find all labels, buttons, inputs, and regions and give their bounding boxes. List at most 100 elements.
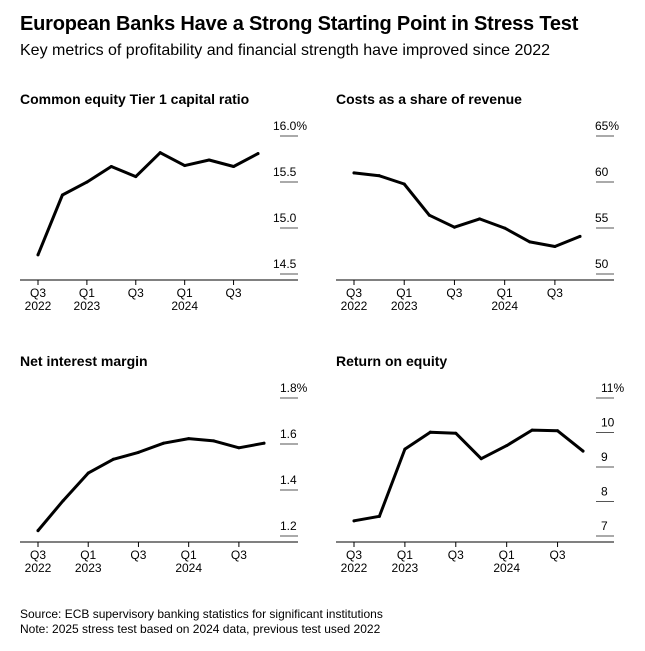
x-tick-year-label: 2023: [392, 561, 419, 575]
data-point: [503, 226, 507, 230]
data-point: [111, 457, 115, 461]
x-tick-label: Q3: [346, 286, 362, 300]
panel-title-roe: Return on equity: [336, 353, 448, 369]
x-tick-label: Q3: [30, 286, 46, 300]
y-tick-label: 10: [601, 416, 615, 430]
data-point: [183, 164, 187, 168]
x-tick-label: Q3: [448, 548, 464, 562]
y-tick-label: 1.4: [280, 473, 297, 487]
data-point: [478, 217, 482, 221]
y-tick-label: 8: [601, 485, 608, 499]
data-point: [158, 151, 162, 155]
data-point: [162, 441, 166, 445]
x-tick-label: Q1: [396, 286, 412, 300]
data-point: [479, 457, 483, 461]
data-point: [262, 441, 266, 445]
data-point: [85, 180, 89, 184]
y-tick-label: 55: [595, 211, 609, 225]
x-tick-label: Q1: [499, 548, 515, 562]
footnotes: Source: ECB supervisory banking statisti…: [20, 607, 383, 637]
x-tick-year-label: 2024: [171, 299, 198, 313]
panel-title-nim: Net interest margin: [20, 353, 148, 369]
data-point: [428, 430, 432, 434]
y-tick-label: 1.6: [280, 427, 297, 441]
x-tick-label: Q3: [231, 548, 247, 562]
x-tick-label: Q3: [550, 548, 566, 562]
x-tick-label: Q3: [30, 548, 46, 562]
x-tick-label: Q1: [79, 286, 95, 300]
data-point: [187, 437, 191, 441]
y-tick-label: 15.5: [273, 165, 297, 179]
x-tick-label: Q1: [497, 286, 513, 300]
data-point: [377, 174, 381, 178]
data-point: [61, 499, 65, 503]
y-tick-label: 15.0: [273, 211, 297, 225]
y-tick-label: 1.2: [280, 519, 297, 533]
y-tick-label: 7: [601, 519, 608, 533]
data-point: [36, 253, 40, 257]
data-point: [134, 175, 138, 179]
x-tick-year-label: 2023: [391, 299, 418, 313]
data-point: [352, 519, 356, 523]
series-line: [36, 437, 266, 533]
data-point: [109, 164, 113, 168]
chart-title: European Banks Have a Strong Starting Po…: [20, 13, 579, 35]
series-line: [352, 428, 585, 523]
y-tick-label: 1.8%: [280, 381, 308, 395]
y-tick-label: 14.5: [273, 257, 297, 271]
data-point: [581, 449, 585, 453]
series-line: [36, 151, 260, 257]
data-point: [427, 213, 431, 217]
x-tick-label: Q3: [130, 548, 146, 562]
y-tick-label: 50: [595, 257, 609, 271]
x-tick-label: Q1: [397, 548, 413, 562]
data-point: [403, 447, 407, 451]
data-point: [377, 514, 381, 518]
panel-title-costs: Costs as a share of revenue: [336, 91, 522, 107]
x-tick-year-label: 2024: [491, 299, 518, 313]
data-point: [352, 171, 356, 175]
x-tick-year-label: 2022: [341, 561, 368, 575]
data-note: Note: 2025 stress test based on 2024 dat…: [20, 622, 381, 636]
x-tick-year-label: 2022: [25, 561, 52, 575]
data-point: [553, 245, 557, 249]
data-point: [578, 234, 582, 238]
source-note: Source: ECB supervisory banking statisti…: [20, 607, 383, 621]
panel-title-cet1: Common equity Tier 1 capital ratio: [20, 91, 250, 107]
data-point: [232, 164, 236, 168]
x-tick-label: Q3: [346, 548, 362, 562]
y-tick-label: 60: [595, 165, 609, 179]
x-tick-year-label: 2022: [25, 299, 52, 313]
x-tick-label: Q1: [80, 548, 96, 562]
x-tick-year-label: 2024: [175, 561, 202, 575]
data-point: [212, 439, 216, 443]
data-point: [207, 158, 211, 162]
x-tick-year-label: 2022: [341, 299, 368, 313]
data-point: [256, 152, 260, 156]
y-tick-label: 16.0%: [273, 119, 307, 133]
chart-subtitle: Key metrics of profitability and financi…: [20, 42, 551, 59]
x-tick-label: Q3: [226, 286, 242, 300]
data-point: [505, 444, 509, 448]
x-tick-year-label: 2023: [74, 299, 101, 313]
data-point: [36, 529, 40, 533]
data-point: [452, 225, 456, 229]
x-tick-label: Q3: [547, 286, 563, 300]
data-point: [530, 428, 534, 432]
series-line: [352, 171, 582, 248]
data-point: [402, 182, 406, 186]
data-point: [136, 450, 140, 454]
y-tick-label: 9: [601, 450, 608, 464]
x-tick-label: Q3: [446, 286, 462, 300]
y-tick-label: 65%: [595, 119, 619, 133]
data-point: [556, 429, 560, 433]
data-point: [454, 431, 458, 435]
x-tick-label: Q3: [128, 286, 144, 300]
data-point: [528, 240, 532, 244]
y-tick-label: 11%: [601, 381, 624, 395]
x-tick-label: Q1: [177, 286, 193, 300]
x-tick-year-label: 2023: [75, 561, 102, 575]
